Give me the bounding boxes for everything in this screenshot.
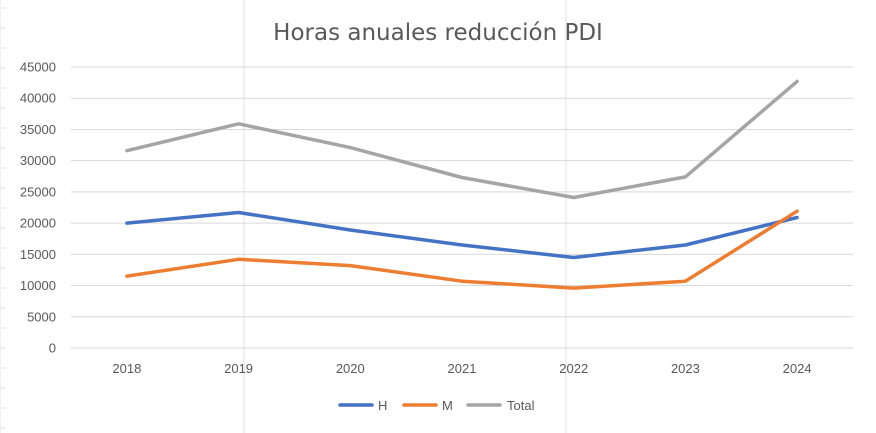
legend-label-total: Total — [507, 398, 535, 413]
y-gridlines — [71, 66, 853, 349]
series-line-h — [125, 210, 799, 260]
y-tick-label: 20000 — [20, 216, 56, 231]
y-axis-ticks: 0 5000 10000 15000 20000 25000 30000 35000 40000… — [20, 60, 56, 356]
x-tick-label: 2019 — [224, 361, 253, 376]
x-tick-label: 2021 — [448, 361, 477, 376]
series-line-total — [125, 79, 799, 200]
y-tick-label: 45000 — [20, 60, 56, 75]
legend-label-h: H — [378, 398, 387, 413]
y-tick-label: 30000 — [20, 153, 56, 168]
y-tick-label: 10000 — [20, 278, 56, 293]
chart-title: Horas anuales reducción PDI — [273, 20, 603, 46]
series-lines — [125, 79, 799, 290]
x-tick-label: 2023 — [671, 361, 700, 376]
y-tick-label: 0 — [49, 341, 56, 356]
x-tick-label: 2018 — [112, 361, 141, 376]
y-tick-label: 15000 — [20, 247, 56, 262]
legend: H M Total — [338, 398, 535, 413]
y-tick-label: 25000 — [20, 184, 56, 199]
x-tick-label: 2020 — [336, 361, 365, 376]
y-tick-label: 5000 — [27, 309, 56, 324]
series-line-m — [125, 209, 799, 290]
spreadsheet-gridlines — [0, 0, 567, 433]
legend-label-m: M — [442, 398, 453, 413]
x-tick-label: 2022 — [559, 361, 588, 376]
x-tick-label: 2024 — [783, 361, 812, 376]
y-tick-label: 35000 — [20, 122, 56, 137]
y-tick-label: 40000 — [20, 91, 56, 106]
x-axis-ticks: 2018 2019 2020 2021 2022 2023 2024 — [112, 361, 811, 376]
